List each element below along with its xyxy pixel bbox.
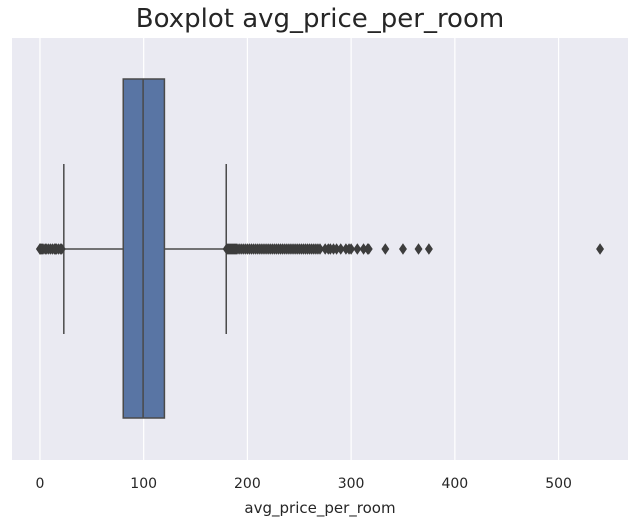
chart-title: Boxplot avg_price_per_room bbox=[135, 4, 505, 34]
outlier-high-56 bbox=[336, 243, 345, 255]
x-axis-label: avg_price_per_room bbox=[244, 499, 395, 518]
box-element bbox=[63, 78, 227, 419]
outlier-high-50 bbox=[316, 243, 324, 255]
x-tick-labels: 0 100 200 300 400 500 bbox=[35, 476, 571, 492]
x-tick-label-500: 500 bbox=[545, 476, 572, 492]
outlier-high-67 bbox=[424, 243, 433, 255]
outlier-high-66 bbox=[414, 243, 423, 255]
outlier-low-15 bbox=[57, 243, 66, 255]
outlier-high-63 bbox=[364, 243, 373, 255]
outlier-points bbox=[35, 243, 605, 255]
x-tick-label-400: 400 bbox=[441, 476, 468, 492]
outlier-high-59 bbox=[347, 243, 356, 255]
outlier-high-60 bbox=[353, 243, 362, 255]
x-tick-label-200: 200 bbox=[234, 476, 261, 492]
x-tick-label-100: 100 bbox=[130, 476, 157, 492]
outlier-high-64 bbox=[381, 243, 390, 255]
outlier-high-68 bbox=[596, 243, 605, 255]
x-tick-label-0: 0 bbox=[35, 476, 44, 492]
outlier-high-65 bbox=[399, 243, 407, 255]
x-tick-label-300: 300 bbox=[338, 476, 365, 492]
